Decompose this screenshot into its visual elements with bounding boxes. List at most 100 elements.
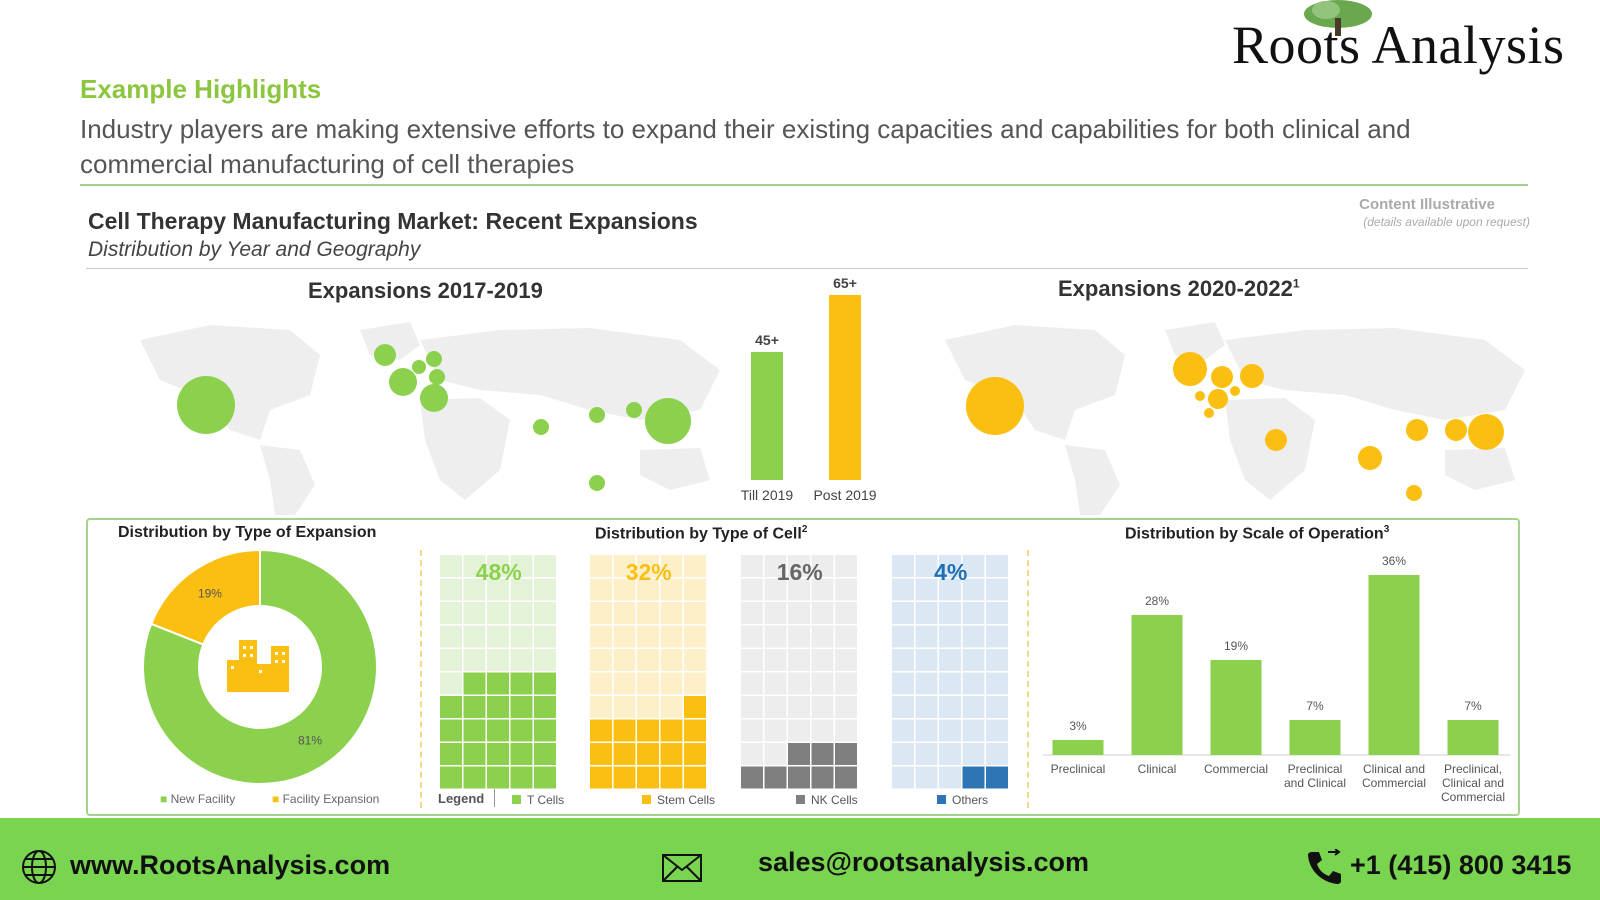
donut-legend-new-facility: ■ New Facility — [160, 792, 236, 806]
footer-email-link[interactable]: sales@rootsanalysis.com — [758, 847, 1089, 877]
waffle-cell — [637, 625, 659, 648]
waffle-cell — [764, 672, 787, 695]
waffle-cell — [915, 696, 938, 718]
waffle-cell — [939, 625, 961, 648]
waffle-cell — [684, 743, 706, 765]
waffle-cell — [613, 555, 636, 577]
bubble-north-america — [177, 376, 235, 434]
waffle-cell — [684, 602, 706, 624]
scale-bar — [1131, 615, 1183, 755]
bubble-europe — [1195, 391, 1205, 401]
waffle-cell — [811, 696, 834, 718]
scale-category-label: Commercial — [1204, 762, 1268, 776]
footer-phone-link[interactable]: +1 (415) 800 3415 — [1350, 850, 1572, 880]
waffle-cell — [684, 719, 706, 742]
waffle-cell — [613, 649, 636, 671]
scale-bar — [1368, 575, 1420, 755]
waffle-cell — [788, 602, 810, 624]
waffle-cell — [835, 672, 857, 695]
waffle-cell — [463, 696, 486, 718]
envelope-icon — [662, 854, 702, 882]
waffle-legend-label: Others — [952, 793, 988, 807]
waffle-cell — [590, 719, 612, 742]
waffle-cell — [892, 555, 914, 577]
waffle-cell — [962, 602, 985, 624]
waffle-cell — [986, 672, 1008, 695]
waffle-cell — [510, 672, 533, 695]
waffle-cell — [684, 696, 706, 718]
waffle-cell — [915, 672, 938, 695]
waffle-cell — [440, 555, 462, 577]
waffle-cell — [440, 743, 462, 765]
bubble-east-asia — [1468, 414, 1504, 450]
map-bubbles-green — [177, 344, 691, 491]
footer-website-link[interactable]: www.RootsAnalysis.com — [70, 850, 391, 880]
expansions-bar-chart: 45+ Till 2019 65+ Post 2019 — [741, 275, 877, 503]
waffle-cell — [939, 743, 961, 765]
waffle-cell — [660, 743, 683, 765]
waffle-cell — [811, 743, 834, 765]
waffle-cell — [962, 719, 985, 742]
waffle-value-label: 48% — [476, 559, 522, 585]
waffle-cell — [590, 649, 612, 671]
waffle-cell — [741, 672, 763, 695]
waffle-value-label: 4% — [934, 559, 967, 585]
waffle-cell — [986, 743, 1008, 765]
waffle-cell — [684, 672, 706, 695]
subtitle-divider — [86, 268, 1528, 269]
scale-category-label: Clinical and — [1442, 776, 1504, 790]
bubble-asia — [589, 407, 605, 423]
waffle-cell — [741, 578, 763, 601]
waffle-cell — [463, 555, 486, 577]
donut-value-label: 19% — [198, 586, 222, 600]
buildings-icon — [227, 640, 289, 692]
waffle-cell — [835, 719, 857, 742]
scale-bar-value: 28% — [1145, 594, 1169, 608]
waffle-cell — [463, 578, 486, 601]
waffle-cell — [764, 578, 787, 601]
waffle-cell — [892, 625, 914, 648]
waffle-cell — [534, 555, 556, 577]
highlight-title: Example Highlights — [80, 74, 322, 104]
waffle-cell — [892, 602, 914, 624]
bubble-europe — [1204, 408, 1214, 418]
waffle-cell — [590, 578, 612, 601]
waffle-cell — [915, 743, 938, 765]
bubble-asia — [1358, 446, 1382, 470]
waffle-cell — [487, 649, 509, 671]
bubble-europe — [429, 369, 445, 385]
waffle-cell — [590, 743, 612, 765]
waffle-cell — [915, 625, 938, 648]
waffle-cell — [915, 578, 938, 601]
waffle-cell — [440, 625, 462, 648]
waffle-cell — [660, 602, 683, 624]
scale-category-label: Clinical — [1138, 762, 1177, 776]
waffle-cell — [534, 719, 556, 742]
waffle-cell — [613, 578, 636, 601]
waffle-cell — [835, 602, 857, 624]
waffle-cell — [637, 743, 659, 765]
bar-category-label: Till 2019 — [741, 487, 794, 503]
waffle-cell — [660, 672, 683, 695]
waffle-cell — [788, 649, 810, 671]
waffle-cell — [440, 602, 462, 624]
waffle-cell — [986, 766, 1008, 789]
waffle-cell — [510, 743, 533, 765]
scale-bar-value: 7% — [1306, 699, 1324, 713]
waffle-cell — [764, 766, 787, 789]
waffle-cell — [986, 578, 1008, 601]
scale-bar — [1289, 720, 1341, 755]
waffle-cell — [637, 602, 659, 624]
waffle-cell — [487, 719, 509, 742]
waffle-cell — [835, 578, 857, 601]
waffle-cell — [939, 602, 961, 624]
waffle-cell — [613, 766, 636, 789]
legend-swatch-icon — [796, 795, 805, 804]
footer-bar — [0, 818, 1600, 900]
waffle-cell — [939, 672, 961, 695]
waffle-cell — [487, 602, 509, 624]
waffle-cell — [986, 602, 1008, 624]
waffle-cell — [741, 602, 763, 624]
waffle-cell — [510, 555, 533, 577]
waffle-cell — [811, 649, 834, 671]
